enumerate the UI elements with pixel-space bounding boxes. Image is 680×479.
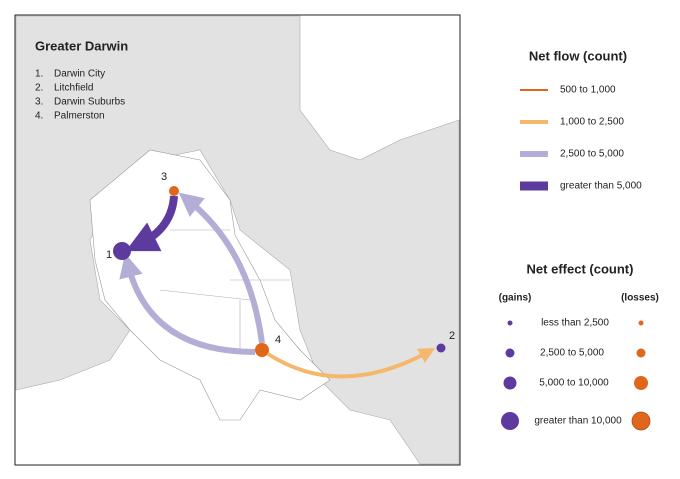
node-label: 3	[161, 171, 167, 183]
region-name: Litchfield	[54, 83, 93, 94]
region-list: 1. Darwin City 2. Litchfield 3. Darwin S…	[35, 69, 125, 122]
legend-label: 5,000 to 10,000	[539, 378, 609, 389]
node	[113, 242, 131, 260]
node-label: 2	[449, 330, 455, 342]
region-number: 3.	[35, 97, 43, 108]
flow-arrows	[119, 192, 436, 379]
region-name: Darwin City	[54, 69, 105, 80]
map-frame	[14, 14, 461, 466]
node	[255, 343, 269, 357]
legend-label: greater than 10,000	[534, 416, 622, 427]
legend-swatch	[636, 348, 646, 358]
legend-heading: (gains)	[499, 293, 532, 304]
region-number: 4.	[35, 111, 43, 122]
legend-heading: (losses)	[621, 293, 659, 304]
flow-arrow	[125, 195, 178, 252]
legend-swatch	[634, 376, 648, 390]
legend-swatch	[507, 320, 513, 326]
legend-label: 500 to 1,000	[560, 85, 616, 96]
region-name: Darwin Suburbs	[54, 97, 125, 108]
legend-swatch	[638, 320, 644, 326]
node	[169, 186, 179, 196]
legend-swatch	[631, 411, 651, 431]
region-number: 1.	[35, 69, 43, 80]
legend-label: 2,500 to 5,000	[540, 348, 604, 359]
legend-swatch	[505, 348, 515, 358]
legend-title: Net flow (count)	[529, 48, 627, 63]
legend-swatch	[501, 412, 519, 430]
node	[436, 343, 446, 353]
legend-swatch	[503, 376, 517, 390]
node-label: 1	[106, 249, 112, 261]
effect-legend: Net effect (count) (gains) (losses) less…	[499, 261, 659, 431]
legend-label: 1,000 to 2,500	[560, 117, 624, 128]
legend-title: Net effect (count)	[527, 261, 634, 276]
legend-label: less than 2,500	[541, 318, 609, 329]
flow-legend: Net flow (count) 500 to 1,000 1,000 to 2…	[520, 48, 642, 192]
map-title: Greater Darwin	[35, 38, 128, 53]
flow-arrow	[119, 253, 256, 355]
node-label: 4	[275, 334, 281, 346]
nodes: 1 2 3 4	[106, 171, 455, 357]
legend-label: 2,500 to 5,000	[560, 149, 624, 160]
flow-arrow	[178, 192, 265, 344]
flow-arrow	[266, 348, 436, 379]
legend-label: greater than 5,000	[560, 181, 642, 192]
region-name: Palmerston	[54, 111, 105, 122]
region-number: 2.	[35, 83, 43, 94]
